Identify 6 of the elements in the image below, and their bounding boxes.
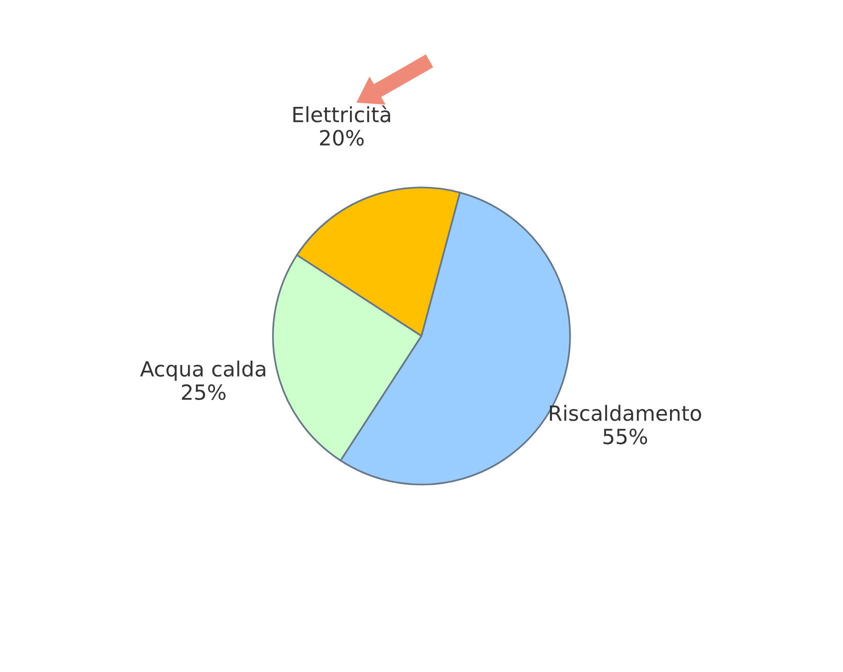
slice-label: Riscaldamento [550,404,702,422]
data-label: 20% [320,130,364,146]
data-label: 25% [182,384,226,400]
slice-label: Elettricità [293,105,390,122]
data-label: 55% [604,428,648,444]
slice-label: Acqua calda [140,360,266,381]
